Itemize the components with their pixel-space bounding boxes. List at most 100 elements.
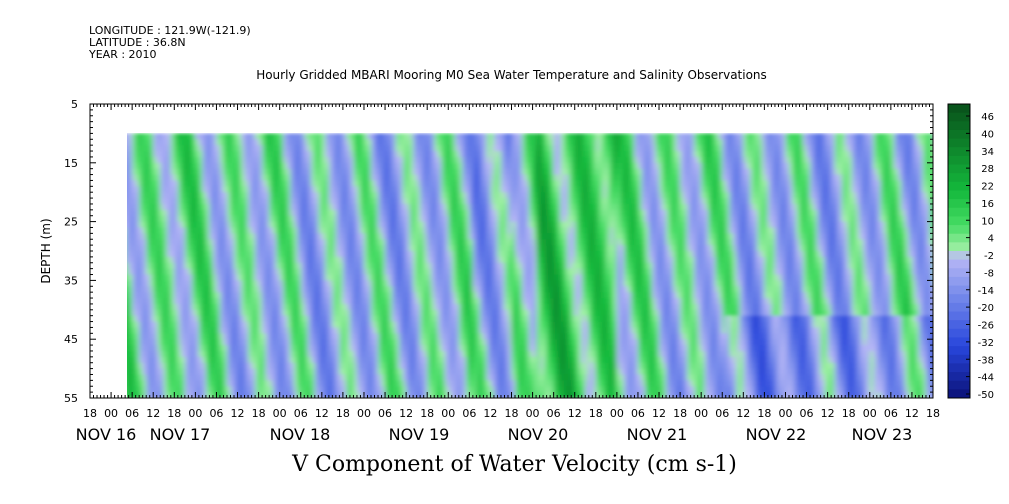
heatmap-cell — [255, 368, 260, 376]
heatmap-cell — [399, 303, 404, 311]
heatmap-cell — [188, 227, 193, 234]
heatmap-cell — [198, 339, 203, 346]
heatmap-cell — [363, 133, 369, 140]
heatmap-cell — [465, 321, 470, 329]
heatmap-cell — [472, 168, 477, 176]
heatmap-cell — [153, 186, 158, 193]
heatmap-cell — [139, 303, 144, 311]
heatmap-cell — [127, 292, 130, 299]
heatmap-cell — [163, 133, 168, 140]
heatmap-cell — [363, 298, 369, 305]
heatmap-cell — [374, 198, 379, 205]
heatmap-cell — [328, 156, 333, 164]
heatmap-cell — [388, 245, 393, 252]
heatmap-cell — [437, 386, 442, 393]
heatmap-cell — [451, 286, 456, 293]
heatmap-cell — [332, 180, 337, 187]
heatmap-cell — [476, 156, 481, 164]
heatmap-cell — [181, 227, 186, 234]
heatmap-cell — [300, 268, 305, 276]
heatmap-cell — [255, 256, 260, 264]
heatmap-cell — [297, 245, 302, 252]
heatmap-cell — [409, 209, 414, 217]
heatmap-cell — [174, 156, 179, 164]
heatmap-cell — [353, 215, 358, 223]
heatmap-cell — [248, 374, 253, 381]
heatmap-cell — [455, 239, 460, 246]
heatmap-cell — [209, 256, 214, 264]
heatmap-cell — [469, 180, 474, 187]
heatmap-cell — [244, 221, 249, 229]
heatmap-cell — [163, 362, 168, 370]
heatmap-cell — [209, 268, 214, 276]
heatmap-cell — [465, 256, 470, 264]
heatmap-cell — [371, 280, 376, 287]
heatmap-cell — [307, 333, 312, 340]
heatmap-cell — [146, 215, 151, 223]
heatmap-cell — [399, 327, 404, 334]
heatmap-cell — [434, 350, 439, 358]
heatmap-cell — [367, 345, 372, 352]
heatmap-cell — [237, 133, 242, 140]
heatmap-cell — [290, 145, 295, 152]
heatmap-cell — [205, 362, 211, 370]
heatmap-cell — [476, 339, 481, 346]
heatmap-cell — [128, 180, 133, 187]
heatmap-cell — [195, 139, 200, 146]
heatmap-cell — [146, 203, 151, 211]
heatmap-cell — [493, 233, 499, 240]
heatmap-cell — [399, 333, 404, 340]
heatmap-cell — [413, 156, 418, 164]
heatmap-cell — [360, 133, 365, 140]
heatmap-cell — [479, 345, 484, 352]
heatmap-cell — [476, 345, 481, 352]
heatmap-cell — [255, 168, 260, 176]
heatmap-cell — [427, 274, 432, 281]
heatmap-cell — [402, 280, 407, 287]
heatmap-cell — [325, 209, 330, 217]
heatmap-cell — [413, 386, 418, 393]
heatmap-cell — [142, 156, 147, 164]
heatmap-cell — [212, 256, 218, 264]
heatmap-cell — [321, 350, 326, 358]
heatmap-cell — [444, 374, 449, 381]
heatmap-cell — [191, 368, 196, 376]
heatmap-cell — [300, 186, 305, 193]
heatmap-cell — [441, 280, 446, 287]
heatmap-cell — [409, 251, 414, 258]
heatmap-cell — [205, 162, 211, 170]
heatmap-cell — [392, 374, 397, 381]
heatmap-cell — [279, 192, 284, 199]
heatmap-cell — [497, 233, 502, 240]
heatmap-cell — [497, 303, 502, 311]
heatmap-cell — [195, 245, 200, 252]
heatmap-cell — [497, 180, 502, 187]
heatmap-cell — [321, 180, 326, 187]
heatmap-cell — [486, 350, 492, 358]
heatmap-cell — [430, 156, 435, 164]
heatmap-cell — [258, 362, 263, 370]
heatmap-cell — [167, 280, 172, 287]
heatmap-cell — [455, 156, 460, 164]
heatmap-cell — [363, 362, 369, 370]
heatmap-cell — [212, 368, 218, 376]
heatmap-cell — [367, 162, 372, 170]
heatmap-cell — [181, 215, 186, 223]
heatmap-cell — [167, 327, 172, 334]
heatmap-cell — [205, 380, 211, 387]
heatmap-cell — [181, 203, 186, 211]
heatmap-cell — [255, 245, 260, 252]
heatmap-cell — [311, 162, 316, 170]
heatmap-cell — [244, 333, 249, 340]
heatmap-cell — [381, 327, 386, 334]
heatmap-cell — [258, 233, 263, 240]
heatmap-cell — [139, 292, 144, 299]
heatmap-cell — [314, 139, 319, 146]
heatmap-cell — [318, 180, 323, 187]
heatmap-cell — [441, 133, 446, 140]
heatmap-cell — [258, 174, 263, 182]
heatmap-cell — [191, 215, 196, 223]
heatmap-cell — [356, 309, 362, 317]
heatmap-cell — [304, 327, 309, 334]
heatmap-cell — [479, 180, 484, 187]
